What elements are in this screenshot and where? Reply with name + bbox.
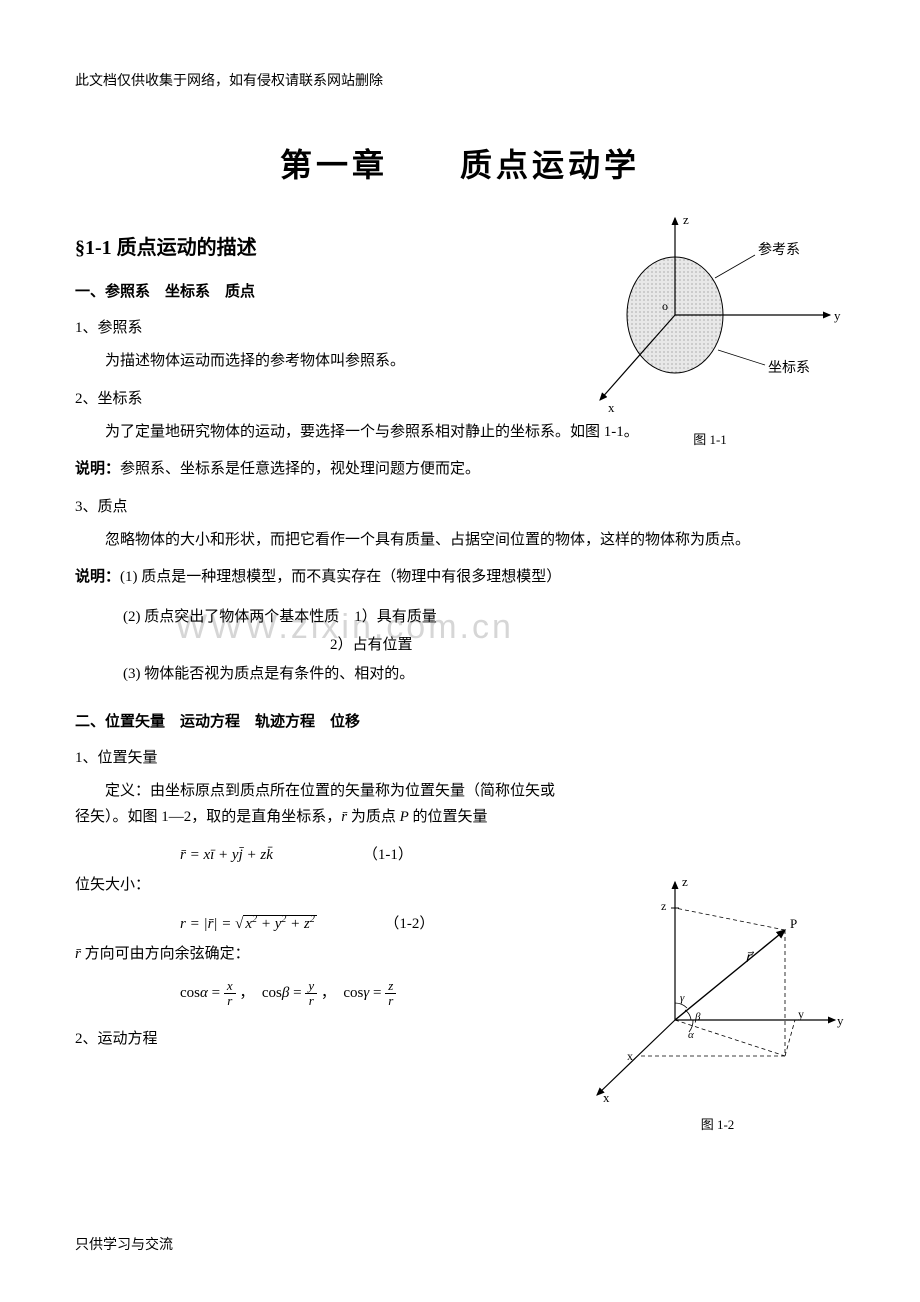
header-note: 此文档仅供收集于网络，如有侵权请联系网站删除 xyxy=(75,70,845,90)
footer-note: 只供学习与交流 xyxy=(75,1234,173,1254)
note-2-line1: 说明：(1) 质点是一种理想模型，而不真实存在（物理中有很多理想模型） xyxy=(75,565,845,591)
figure-1-2-caption: 图 1-2 xyxy=(585,1114,850,1133)
eq-1-1-num: （1-1） xyxy=(363,847,413,863)
item-3-body: 忽略物体的大小和形状，而把它看作一个具有质量、占据空间位置的物体，这样的物体称为… xyxy=(75,528,845,554)
item-1-body: 为描述物体运动而选择的参考物体叫参照系。 xyxy=(75,349,565,375)
equation-1-1: r̄ = xī + yj̄ + zk̄（1-1） xyxy=(75,842,845,869)
fig2-x-axis: x xyxy=(603,1090,610,1105)
fig2-x-mark: x xyxy=(627,1049,633,1063)
item-b2: 2、运动方程 xyxy=(75,1027,845,1048)
mag-label: 位矢大小： xyxy=(75,873,845,899)
item-b1: 1、位置矢量 xyxy=(75,746,845,767)
content-layer: 此文档仅供收集于网络，如有侵权请联系网站删除 第一章 质点运动学 §1-1 质点… xyxy=(75,70,845,1048)
item-2: 2、坐标系 xyxy=(75,387,845,408)
item-2-body: 为了定量地研究物体的运动，要选择一个与参照系相对静止的坐标系。如图 1-1。 xyxy=(75,420,845,446)
item-3: 3、质点 xyxy=(75,495,845,516)
equation-1-2: r = |r̄| = √x2 + y2 + z2（1-2） xyxy=(75,911,845,938)
note-1-label: 说明： xyxy=(75,461,120,477)
dir-label: r̄ 方向可由方向余弦确定： xyxy=(75,942,845,968)
item-1: 1、参照系 xyxy=(75,316,565,337)
note-2-1: (1) 质点是一种理想模型，而不真实存在（物理中有很多理想模型） xyxy=(120,569,561,585)
note-2-2: (2) 质点突出了物体两个基本性质 1）具有质量 xyxy=(75,603,845,632)
note-2-3: (3) 物体能否视为质点是有条件的、相对的。 xyxy=(75,660,845,689)
section-1-1-title: §1-1 质点运动的描述 xyxy=(75,231,845,260)
note-1: 说明：参照系、坐标系是任意选择的，视处理问题方便而定。 xyxy=(75,457,845,483)
subsection-1: 一、参照系 坐标系 质点 xyxy=(75,280,845,301)
note-2-label: 说明： xyxy=(75,569,120,585)
item-b1-body: 定义：由坐标原点到质点所在位置的矢量称为位置矢量（简称位矢或径矢）。如图 1—2… xyxy=(75,779,565,830)
chapter-title: 第一章 质点运动学 xyxy=(75,140,845,186)
note-2-2b: 2）占有位置 xyxy=(75,631,845,660)
eq-1-2-num: （1-2） xyxy=(384,916,434,932)
equation-cosines: cosα = xr ， cosβ = yr ， cosγ = zr xyxy=(75,979,845,1009)
note-1-text: 参照系、坐标系是任意选择的，视处理问题方便而定。 xyxy=(120,461,480,477)
subsection-2: 二、位置矢量 运动方程 轨迹方程 位移 xyxy=(75,710,845,731)
